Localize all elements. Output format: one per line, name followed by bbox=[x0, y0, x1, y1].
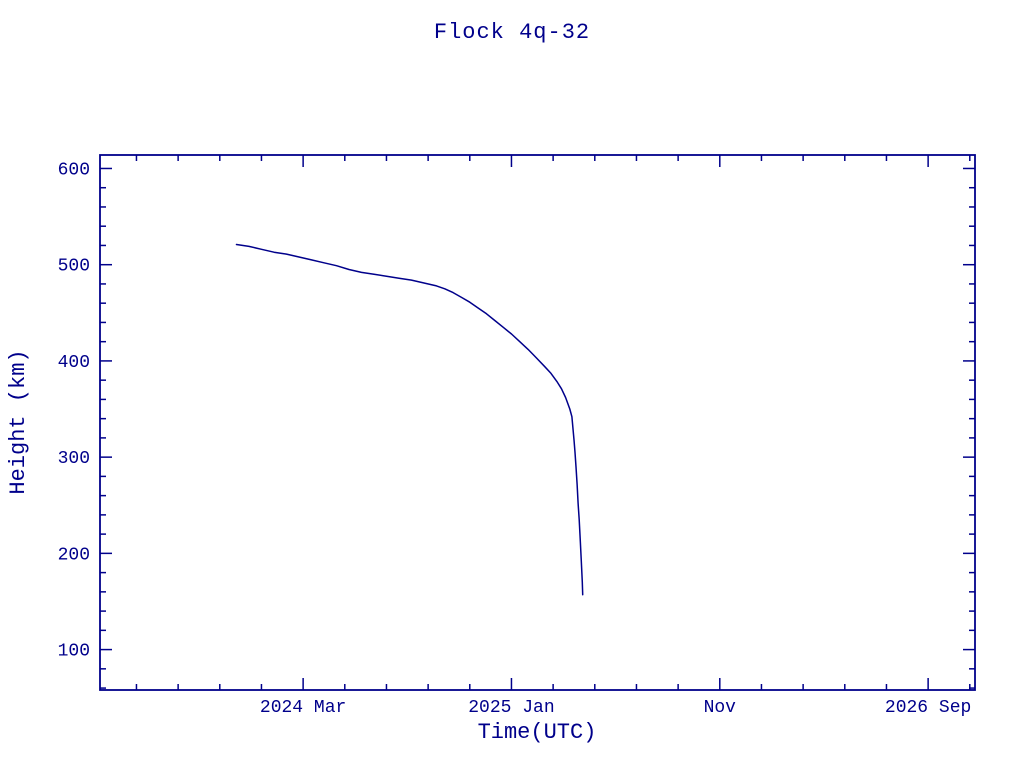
decay-curve bbox=[235, 243, 584, 596]
axis-ticks bbox=[100, 155, 975, 690]
x-tick-label: 2025 Jan bbox=[468, 698, 554, 718]
y-axis-label: Height (km) bbox=[6, 349, 31, 494]
x-tick-label: Nov bbox=[704, 698, 737, 718]
plot-frame bbox=[99, 154, 976, 691]
y-tick-label: 500 bbox=[58, 257, 90, 277]
chart-title: Flock 4q-32 bbox=[434, 20, 590, 45]
y-tick-label: 300 bbox=[58, 449, 90, 469]
x-tick-label: 2024 Mar bbox=[260, 698, 346, 718]
tick-labels: 2024 Mar 2025 Jan Nov 2026 Sep 100 200 300 400 5… bbox=[58, 160, 972, 718]
y-tick-label: 400 bbox=[58, 353, 90, 373]
y-tick-label: 600 bbox=[58, 160, 90, 180]
y-tick-label: 100 bbox=[58, 642, 90, 662]
y-tick-label: 200 bbox=[58, 545, 90, 565]
x-tick-label: 2026 Sep bbox=[885, 698, 971, 718]
x-axis-label: Time(UTC) bbox=[478, 720, 597, 745]
